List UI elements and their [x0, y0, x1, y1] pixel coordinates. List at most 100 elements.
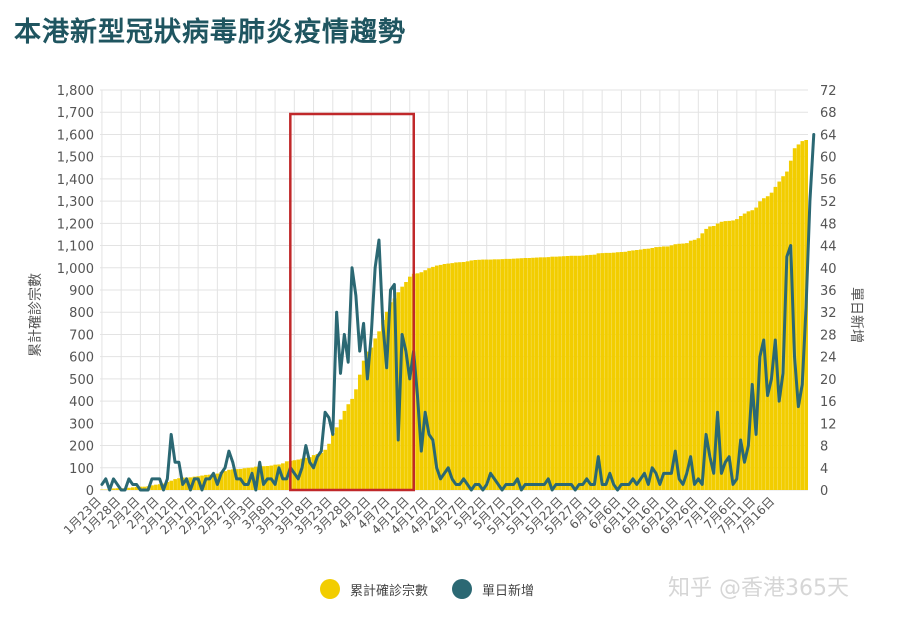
- daily-new-point: [258, 461, 261, 464]
- daily-new-point: [555, 483, 557, 486]
- left-tick-label: 900: [69, 284, 94, 299]
- daily-new-point: [270, 478, 273, 480]
- x-axis: 1月23日1月28日2月2日2月7日2月12日2月17日2月22日2月27日3月…: [61, 494, 777, 537]
- cumulative-bar: [735, 219, 739, 491]
- left-tick-label: 1,000: [57, 262, 94, 277]
- cumulative-bar: [408, 276, 412, 490]
- cumulative-bar: [704, 228, 708, 490]
- left-tick-label: 200: [69, 440, 94, 455]
- daily-new-point: [251, 472, 253, 475]
- daily-new-point: [616, 489, 619, 491]
- cumulative-bar: [796, 144, 801, 490]
- y-axis-label-right: 單日新增: [848, 287, 864, 343]
- cumulative-bar: [677, 243, 682, 490]
- daily-new-point: [612, 483, 615, 486]
- cumulative-bar: [600, 253, 605, 490]
- cumulative-bar: [469, 260, 474, 490]
- daily-new-point: [524, 483, 526, 486]
- cumulative-bar: [311, 455, 316, 490]
- cumulative-bar: [157, 484, 162, 490]
- cumulative-bar: [508, 258, 512, 490]
- daily-new-point: [389, 289, 392, 291]
- daily-new-point: [331, 433, 334, 436]
- daily-new-point: [662, 472, 665, 475]
- daily-new-point: [582, 483, 584, 486]
- cumulative-bar: [454, 262, 458, 490]
- cumulative-bar: [200, 475, 204, 490]
- daily-new-point: [570, 483, 573, 486]
- cumulative-bar: [450, 263, 454, 490]
- daily-new-point: [162, 489, 165, 491]
- cumulative-bar: [327, 443, 331, 490]
- daily-new-point: [620, 483, 623, 486]
- daily-new-point: [809, 200, 811, 202]
- left-tick-label: 1,300: [57, 195, 94, 210]
- daily-new-point: [443, 472, 446, 475]
- cumulative-bar: [342, 410, 347, 490]
- daily-new-point: [724, 461, 727, 464]
- cumulative-bar: [492, 259, 497, 490]
- cumulative-bar: [323, 449, 328, 490]
- right-tick-label: 44: [820, 240, 837, 255]
- cumulative-bar: [542, 257, 547, 490]
- cumulative-bar: [150, 485, 154, 490]
- cumulative-bar: [608, 252, 612, 490]
- cumulative-bar: [134, 486, 139, 490]
- cumulative-bar: [588, 254, 593, 490]
- daily-new-point: [297, 478, 299, 480]
- daily-new-point: [301, 466, 303, 469]
- right-tick-label: 32: [820, 306, 837, 321]
- right-tick-label: 72: [820, 84, 837, 99]
- cumulative-bar: [465, 261, 470, 490]
- daily-new-point: [281, 478, 284, 480]
- daily-new-point: [382, 322, 384, 325]
- cumulative-bar: [731, 220, 735, 490]
- daily-new-point: [801, 383, 804, 386]
- cumulative-bar: [254, 466, 258, 490]
- daily-new-point: [235, 478, 238, 480]
- daily-new-point: [482, 489, 484, 491]
- daily-new-point: [655, 472, 657, 475]
- right-tick-label: 16: [820, 395, 837, 410]
- legend-item-cumulative[interactable]: 累計確診宗數: [320, 579, 428, 599]
- cumulative-bars: [100, 140, 808, 491]
- left-tick-label: 600: [69, 351, 94, 366]
- left-tick-label: 400: [69, 395, 94, 410]
- daily-new-point: [593, 483, 596, 486]
- right-tick-label: 20: [820, 373, 837, 388]
- cumulative-bar: [635, 250, 639, 490]
- cumulative-bar: [481, 259, 485, 490]
- cumulative-bar: [431, 266, 435, 490]
- daily-new-point: [305, 444, 307, 447]
- left-tick-label: 500: [69, 373, 94, 388]
- cumulative-bar: [642, 248, 647, 490]
- daily-new-point: [597, 455, 600, 458]
- daily-new-point: [639, 478, 642, 480]
- daily-new-point: [212, 472, 215, 475]
- legend-item-daily[interactable]: 單日新增: [452, 579, 534, 599]
- right-tick-label: 48: [820, 217, 837, 232]
- daily-new-point: [643, 472, 646, 475]
- daily-new-point: [766, 394, 769, 397]
- daily-new-point: [674, 450, 677, 452]
- daily-new-point: [805, 305, 807, 308]
- daily-new-point: [562, 483, 565, 486]
- cumulative-bar: [384, 311, 389, 490]
- cumulative-bar: [638, 249, 643, 490]
- cumulative-bar: [585, 255, 589, 490]
- daily-new-point: [474, 483, 476, 486]
- cumulative-bar: [331, 433, 335, 490]
- cumulative-bar: [661, 246, 666, 490]
- cumulative-bar: [207, 474, 212, 490]
- daily-new-point: [762, 339, 765, 341]
- daily-new-point: [585, 478, 588, 480]
- cumulative-bar: [300, 458, 304, 490]
- cumulative-bar: [765, 196, 770, 490]
- cumulative-bar: [769, 192, 774, 491]
- daily-new-point: [101, 483, 103, 486]
- daily-new-point: [728, 455, 730, 458]
- cumulative-bar: [685, 243, 689, 490]
- cumulative-bar: [127, 487, 131, 490]
- cumulative-bar: [665, 246, 670, 490]
- daily-new-point: [158, 478, 161, 480]
